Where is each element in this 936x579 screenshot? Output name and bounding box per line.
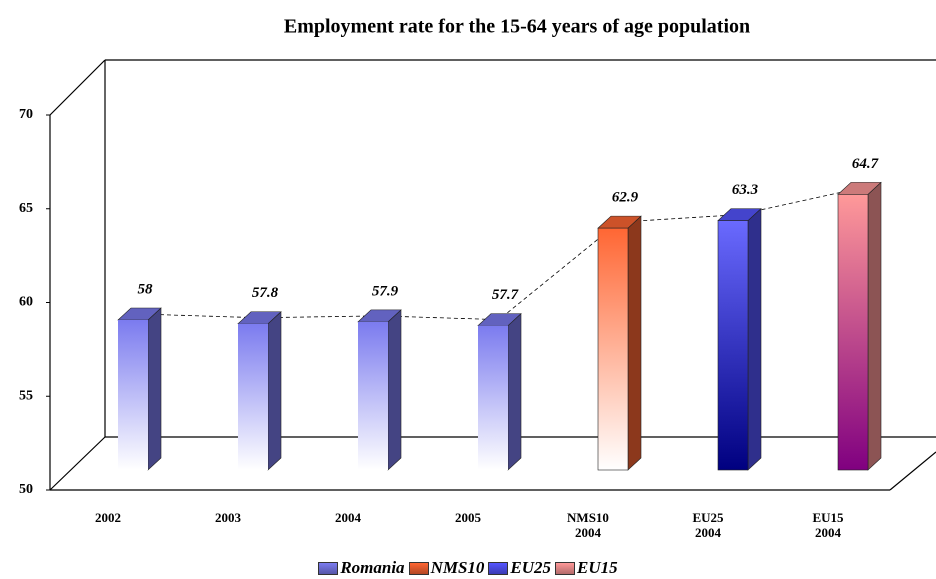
value-label: 58 [138, 281, 154, 297]
legend-swatch [555, 561, 576, 575]
y-tick-label: 65 [19, 201, 33, 216]
x-tick-label: 2004 [335, 510, 361, 525]
y-tick-label: 50 [19, 482, 33, 497]
bar [477, 312, 522, 471]
bar-side [267, 311, 282, 471]
bar-front [238, 323, 268, 470]
bar-front [118, 320, 148, 470]
value-label: 63.3 [732, 182, 759, 198]
legend-item: NMS10 [408, 558, 485, 578]
legend-swatch [408, 561, 429, 575]
x-tick-label: EU25 2004 [692, 510, 724, 540]
value-label: 57.9 [372, 283, 399, 299]
bar [117, 307, 162, 471]
bar-side [507, 312, 522, 471]
value-label: 64.7 [852, 156, 879, 172]
x-tick-label: NMS10 2004 [567, 510, 609, 540]
value-label: 57.8 [252, 285, 279, 301]
bar-side [627, 215, 642, 471]
x-tick-label: 2003 [215, 510, 241, 525]
bar [357, 309, 402, 471]
bar-side [747, 207, 762, 471]
legend-item: Romania [318, 558, 405, 578]
bar-side [147, 307, 162, 471]
legend-label: EU25 [510, 558, 552, 577]
bar-side [867, 181, 882, 471]
x-tick-label: 2002 [95, 510, 121, 525]
legend-label: Romania [340, 558, 405, 577]
bar-side [387, 309, 402, 471]
bar-front [717, 220, 749, 471]
bar-front [358, 321, 388, 470]
value-label: 57.7 [492, 287, 519, 303]
y-tick-label: 55 [19, 388, 33, 403]
y-tick-label: 60 [19, 295, 33, 310]
bar [717, 207, 762, 471]
legend: Romania NMS10 EU25 EU15 [0, 558, 936, 578]
legend-label: NMS10 [430, 558, 485, 577]
legend-swatch [318, 561, 339, 575]
bar [237, 311, 282, 471]
legend-item: EU15 [555, 558, 618, 578]
legend-label: EU15 [577, 558, 618, 577]
bar [837, 181, 882, 471]
legend-item: EU25 [488, 558, 551, 578]
bar-front [478, 325, 508, 470]
value-label: 62.9 [612, 190, 639, 206]
bar [597, 215, 642, 471]
bar-front [597, 227, 629, 471]
bar-front [837, 194, 869, 471]
x-tick-label: 2005 [455, 510, 481, 525]
x-tick-label: EU15 2004 [812, 510, 844, 540]
legend-swatch [488, 561, 509, 575]
y-tick-label: 70 [19, 107, 33, 122]
chart-title: Employment rate for the 15-64 years of a… [284, 16, 750, 38]
